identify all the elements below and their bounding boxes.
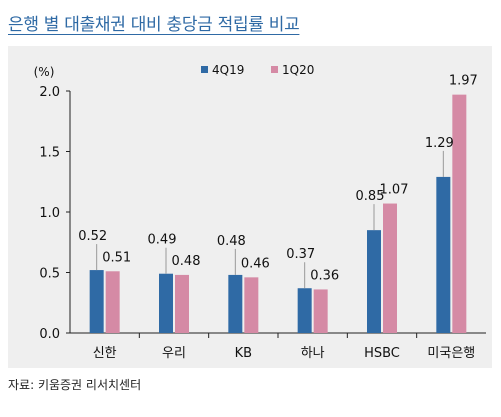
chart-panel: (%) 0.0 0.5 1.0 1.5 2.0 0.52 0.51 0.49 0.48 0.48… [8,46,492,368]
y-tick-label: 1.5 [39,146,60,161]
bar-4q19 [159,273,173,333]
data-label-1q20: 0.46 [241,256,270,271]
y-tick-label: 0.5 [39,267,60,282]
x-tick-label: KB [235,346,252,361]
bar-4q19 [436,176,451,333]
bars: 0.52 0.51 0.49 0.48 0.48 0.46 0.37 0.36 0.851.07… [78,74,478,333]
x-tick-label: HSBC [364,346,400,361]
bar-4q19 [89,270,104,333]
data-label-4q19: 0.37 [286,247,315,262]
data-label-1q20: 0.36 [310,268,339,283]
x-tick-label: 미국은행 [427,345,475,361]
bar-1q20 [175,274,189,333]
data-label-1q20: 0.51 [102,250,131,265]
x-ticks: 신한 우리 KB 하나 HSBC 미국은행 [93,333,475,361]
x-tick-label: 우리 [162,346,186,361]
source-note: 자료: 키움증권 리서치센터 [8,378,142,392]
x-tick-label: 하나 [301,346,325,361]
legend-label: 4Q19 [212,63,244,77]
bar-1q20 [105,271,120,333]
data-label-1q20: 1.97 [449,74,478,89]
data-label-4q19: 1.29 [425,136,454,151]
y-ticks: 0.0 0.5 1.0 1.5 2.0 [39,85,70,342]
y-tick-label: 2.0 [39,85,60,100]
y-axis-label: (%) [34,65,55,79]
axes [69,91,486,334]
legend-label: 1Q20 [282,63,314,77]
data-label-1q20: 0.48 [172,254,201,269]
x-tick-label: 신한 [93,346,117,361]
data-label-1q20: 1.07 [380,183,409,198]
bar-4q19 [367,230,381,333]
bar-4q19 [297,288,312,333]
data-label-4q19: 0.85 [356,189,385,204]
legend: 4Q19 1Q20 [201,63,314,77]
bar-chart: (%) 0.0 0.5 1.0 1.5 2.0 0.52 0.51 0.49 0.48 0.48… [34,63,486,361]
legend-swatch [201,66,208,73]
bar-1q20 [452,94,467,333]
bar-1q20 [383,203,397,333]
data-label-4q19: 0.49 [148,233,177,248]
y-tick-label: 1.0 [39,206,60,221]
legend-swatch [271,66,278,73]
data-label-4q19: 0.52 [78,229,107,244]
y-tick-label: 0.0 [39,327,60,342]
bar-1q20 [244,277,259,333]
bar-4q19 [228,274,243,333]
bar-1q20 [313,289,328,333]
page-title: 은행 별 대출채권 대비 충당금 적립률 비교 [8,15,300,35]
data-label-4q19: 0.48 [217,234,246,249]
